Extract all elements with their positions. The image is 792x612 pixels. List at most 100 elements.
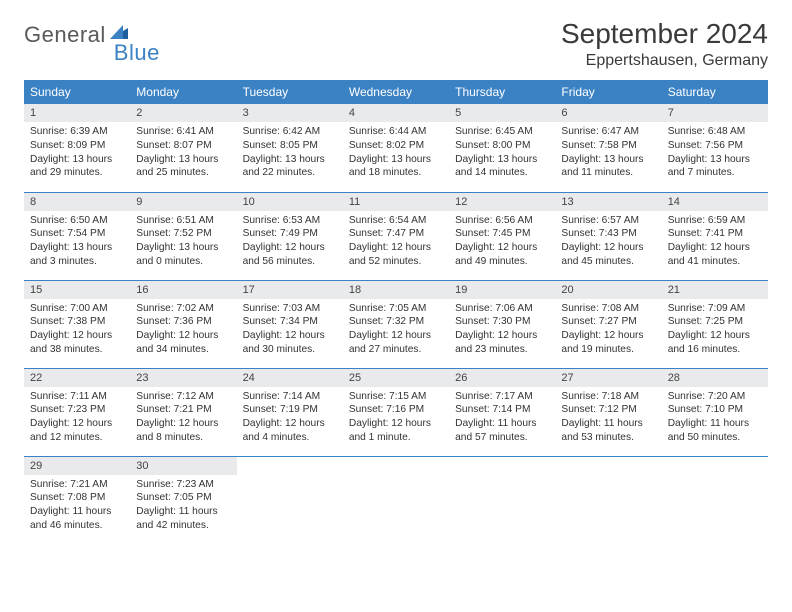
daylight-line: Daylight: 12 hours and 1 minute. [349,417,443,445]
calendar-day-cell: 27Sunrise: 7:18 AMSunset: 7:12 PMDayligh… [555,368,661,456]
daylight-line: Daylight: 13 hours and 0 minutes. [136,241,230,269]
day-details: Sunrise: 7:03 AMSunset: 7:34 PMDaylight:… [237,299,343,363]
day-number: 26 [449,369,555,387]
day-details: Sunrise: 6:51 AMSunset: 7:52 PMDaylight:… [130,211,236,275]
calendar-day-cell: 28Sunrise: 7:20 AMSunset: 7:10 PMDayligh… [662,368,768,456]
day-number: 27 [555,369,661,387]
sunrise-line: Sunrise: 6:51 AM [136,214,230,228]
sunrise-line: Sunrise: 6:57 AM [561,214,655,228]
sunset-line: Sunset: 7:21 PM [136,403,230,417]
weekday-header: Tuesday [237,80,343,104]
sunrise-line: Sunrise: 6:47 AM [561,125,655,139]
day-number: 10 [237,193,343,211]
day-details: Sunrise: 7:00 AMSunset: 7:38 PMDaylight:… [24,299,130,363]
day-number: 9 [130,193,236,211]
daylight-line: Daylight: 11 hours and 50 minutes. [668,417,762,445]
day-details: Sunrise: 6:45 AMSunset: 8:00 PMDaylight:… [449,122,555,186]
day-number: 14 [662,193,768,211]
title-block: September 2024 Eppertshausen, Germany [561,18,768,70]
sunrise-line: Sunrise: 7:14 AM [243,390,337,404]
calendar-day-cell [449,456,555,544]
sunset-line: Sunset: 7:43 PM [561,227,655,241]
day-details: Sunrise: 6:42 AMSunset: 8:05 PMDaylight:… [237,122,343,186]
calendar-day-cell [343,456,449,544]
page-location: Eppertshausen, Germany [561,52,768,70]
calendar-day-cell: 12Sunrise: 6:56 AMSunset: 7:45 PMDayligh… [449,192,555,280]
daylight-line: Daylight: 11 hours and 57 minutes. [455,417,549,445]
daylight-line: Daylight: 13 hours and 7 minutes. [668,153,762,181]
day-number: 4 [343,104,449,122]
day-details: Sunrise: 7:09 AMSunset: 7:25 PMDaylight:… [662,299,768,363]
day-details: Sunrise: 6:50 AMSunset: 7:54 PMDaylight:… [24,211,130,275]
day-details: Sunrise: 7:11 AMSunset: 7:23 PMDaylight:… [24,387,130,451]
calendar-day-cell: 14 Sunrise: 6:59 AMSunset: 7:41 PMDayligh… [662,192,768,280]
day-details: Sunrise: 7:05 AMSunset: 7:32 PMDaylight:… [343,299,449,363]
sunrise-line: Sunrise: 6:59 AM [668,214,762,228]
daylight-line: Daylight: 13 hours and 25 minutes. [136,153,230,181]
sunset-line: Sunset: 7:34 PM [243,315,337,329]
calendar-day-cell: 17Sunrise: 7:03 AMSunset: 7:34 PMDayligh… [237,280,343,368]
calendar-day-cell: 8Sunrise: 6:50 AMSunset: 7:54 PMDaylight… [24,192,130,280]
day-number: 24 [237,369,343,387]
calendar-day-cell: 19Sunrise: 7:06 AMSunset: 7:30 PMDayligh… [449,280,555,368]
day-details: Sunrise: 7:20 AMSunset: 7:10 PMDaylight:… [662,387,768,451]
day-number: 29 [24,457,130,475]
daylight-line: Daylight: 12 hours and 12 minutes. [30,417,124,445]
sunrise-line: Sunrise: 7:11 AM [30,390,124,404]
calendar-day-cell: 22Sunrise: 7:11 AMSunset: 7:23 PMDayligh… [24,368,130,456]
daylight-line: Daylight: 12 hours and 49 minutes. [455,241,549,269]
day-details: Sunrise: 6:56 AMSunset: 7:45 PMDaylight:… [449,211,555,275]
day-details: Sunrise: 6:57 AMSunset: 7:43 PMDaylight:… [555,211,661,275]
weekday-header: Thursday [449,80,555,104]
day-details: Sunrise: 6:54 AMSunset: 7:47 PMDaylight:… [343,211,449,275]
sunrise-line: Sunrise: 6:42 AM [243,125,337,139]
sunset-line: Sunset: 7:23 PM [30,403,124,417]
daylight-line: Daylight: 12 hours and 30 minutes. [243,329,337,357]
weekday-header-row: Sunday Monday Tuesday Wednesday Thursday… [24,80,768,104]
daylight-line: Daylight: 13 hours and 29 minutes. [30,153,124,181]
daylight-line: Daylight: 13 hours and 18 minutes. [349,153,443,181]
calendar-day-cell [237,456,343,544]
page-title: September 2024 [561,18,768,50]
sunrise-line: Sunrise: 7:15 AM [349,390,443,404]
sunrise-line: Sunrise: 7:17 AM [455,390,549,404]
sunrise-line: Sunrise: 6:39 AM [30,125,124,139]
day-number: 17 [237,281,343,299]
daylight-line: Daylight: 11 hours and 42 minutes. [136,505,230,533]
sunrise-line: Sunrise: 7:09 AM [668,302,762,316]
sunset-line: Sunset: 7:12 PM [561,403,655,417]
sunset-line: Sunset: 7:56 PM [668,139,762,153]
sunset-line: Sunset: 7:45 PM [455,227,549,241]
sunset-line: Sunset: 7:58 PM [561,139,655,153]
header: General Blue September 2024 Eppertshause… [24,18,768,70]
daylight-line: Daylight: 12 hours and 45 minutes. [561,241,655,269]
day-number: 7 [662,104,768,122]
sunrise-line: Sunrise: 7:18 AM [561,390,655,404]
day-details: Sunrise: 7:21 AMSunset: 7:08 PMDaylight:… [24,475,130,539]
sunrise-line: Sunrise: 7:20 AM [668,390,762,404]
day-details: Sunrise: 7:14 AMSunset: 7:19 PMDaylight:… [237,387,343,451]
sunrise-line: Sunrise: 6:48 AM [668,125,762,139]
calendar-day-cell: 11Sunrise: 6:54 AMSunset: 7:47 PMDayligh… [343,192,449,280]
sunrise-line: Sunrise: 7:12 AM [136,390,230,404]
sunrise-line: Sunrise: 6:44 AM [349,125,443,139]
sunset-line: Sunset: 7:08 PM [30,491,124,505]
day-details: Sunrise: 7:08 AMSunset: 7:27 PMDaylight:… [555,299,661,363]
calendar-day-cell: 15Sunrise: 7:00 AMSunset: 7:38 PMDayligh… [24,280,130,368]
daylight-line: Daylight: 12 hours and 34 minutes. [136,329,230,357]
sunset-line: Sunset: 7:49 PM [243,227,337,241]
sunset-line: Sunset: 7:16 PM [349,403,443,417]
day-details: Sunrise: 6:44 AMSunset: 8:02 PMDaylight:… [343,122,449,186]
daylight-line: Daylight: 13 hours and 22 minutes. [243,153,337,181]
logo-text-blue: Blue [114,40,160,66]
sunset-line: Sunset: 7:41 PM [668,227,762,241]
calendar-day-cell: 30Sunrise: 7:23 AMSunset: 7:05 PMDayligh… [130,456,236,544]
day-details: Sunrise: 6:41 AMSunset: 8:07 PMDaylight:… [130,122,236,186]
day-number: 21 [662,281,768,299]
calendar-day-cell: 20Sunrise: 7:08 AMSunset: 7:27 PMDayligh… [555,280,661,368]
sunset-line: Sunset: 7:38 PM [30,315,124,329]
daylight-line: Daylight: 12 hours and 41 minutes. [668,241,762,269]
calendar-day-cell: 4Sunrise: 6:44 AMSunset: 8:02 PMDaylight… [343,104,449,192]
calendar-day-cell: 6Sunrise: 6:47 AMSunset: 7:58 PMDaylight… [555,104,661,192]
sunset-line: Sunset: 8:05 PM [243,139,337,153]
